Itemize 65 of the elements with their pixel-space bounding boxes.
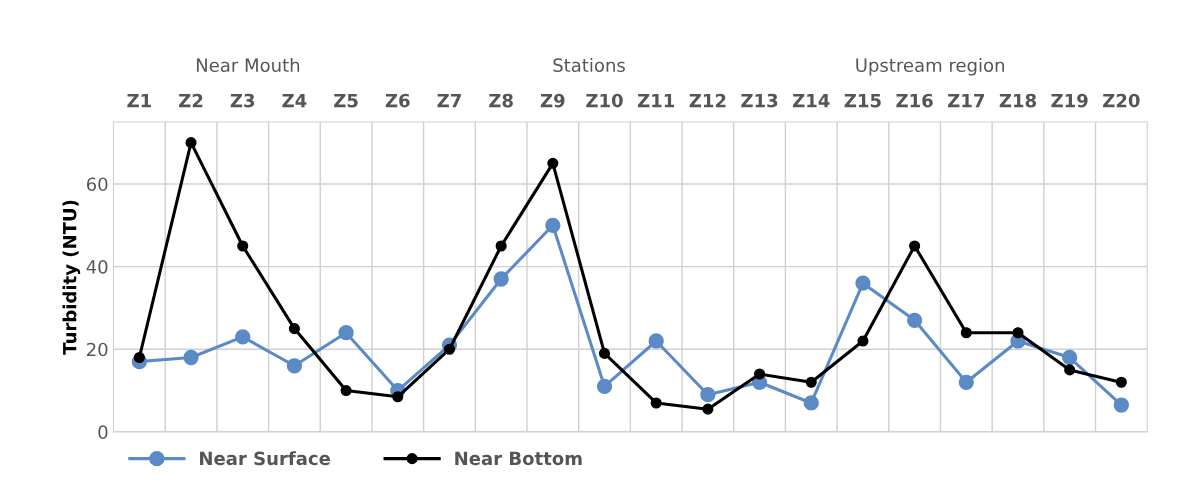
point bbox=[1012, 327, 1024, 339]
point bbox=[1064, 364, 1076, 376]
point bbox=[237, 240, 249, 252]
x-tick-label: Z4 bbox=[282, 93, 307, 108]
y-tick-label: 0 bbox=[98, 425, 108, 439]
x-tick-label: Z2 bbox=[179, 93, 203, 108]
point bbox=[1062, 349, 1078, 366]
x-tick-label: Z15 bbox=[844, 93, 881, 108]
y-tick-label: 60 bbox=[86, 177, 108, 192]
legend-label: Near Surface bbox=[200, 451, 330, 466]
point bbox=[183, 349, 199, 366]
point bbox=[648, 333, 664, 349]
text: Stations bbox=[553, 58, 625, 73]
point bbox=[340, 385, 352, 397]
point bbox=[702, 403, 714, 415]
point bbox=[598, 347, 611, 359]
x-tick-label: Z1 bbox=[127, 93, 151, 108]
x-tick-label: Z17 bbox=[948, 93, 984, 108]
x-tick-label: Z16 bbox=[896, 93, 933, 108]
point bbox=[909, 240, 921, 252]
point bbox=[906, 312, 923, 328]
x-tick-label: Z11 bbox=[637, 93, 675, 108]
point bbox=[443, 343, 456, 355]
x-tick-label: Z10 bbox=[586, 93, 623, 108]
x-tick-label: Z8 bbox=[489, 93, 513, 108]
point bbox=[288, 323, 300, 335]
x-tick-label: Z5 bbox=[334, 93, 358, 108]
x-tick-label: Z13 bbox=[741, 93, 778, 108]
point bbox=[803, 395, 819, 411]
point bbox=[958, 374, 974, 390]
point bbox=[754, 368, 766, 380]
x-tick-label: Z20 bbox=[1103, 93, 1140, 108]
x-tick-label: Z19 bbox=[1051, 93, 1088, 108]
point bbox=[338, 325, 354, 341]
x-tick-label: Z6 bbox=[385, 93, 410, 108]
x-tick-label: Z18 bbox=[999, 93, 1036, 108]
point bbox=[1115, 376, 1127, 388]
text: Upstream region bbox=[856, 58, 1004, 76]
point bbox=[392, 391, 404, 403]
point bbox=[133, 351, 145, 364]
y-tick-label: 40 bbox=[86, 260, 108, 274]
point bbox=[493, 271, 509, 287]
x-tick-label: Z3 bbox=[230, 93, 255, 108]
point bbox=[700, 387, 716, 403]
x-tick-label: Z12 bbox=[689, 93, 726, 108]
y-tick-label: 20 bbox=[87, 342, 108, 357]
point bbox=[855, 275, 871, 291]
point bbox=[857, 335, 869, 347]
point bbox=[960, 327, 972, 339]
point bbox=[185, 137, 197, 149]
point bbox=[495, 240, 507, 252]
point bbox=[545, 217, 561, 233]
point bbox=[286, 358, 303, 374]
point bbox=[1113, 397, 1129, 413]
x-tick-label: Z9 bbox=[540, 93, 565, 108]
x-tick-label: Z14 bbox=[792, 93, 830, 108]
y-axis-title: Turbidity (NTU) bbox=[62, 200, 81, 355]
legend-label: Near Bottom bbox=[455, 451, 582, 466]
point bbox=[805, 376, 817, 388]
point bbox=[596, 378, 613, 395]
x-tick-label: Z7 bbox=[437, 93, 461, 108]
point bbox=[235, 329, 251, 345]
text: Near Mouth bbox=[196, 58, 300, 73]
point bbox=[547, 157, 559, 169]
point bbox=[650, 397, 662, 409]
